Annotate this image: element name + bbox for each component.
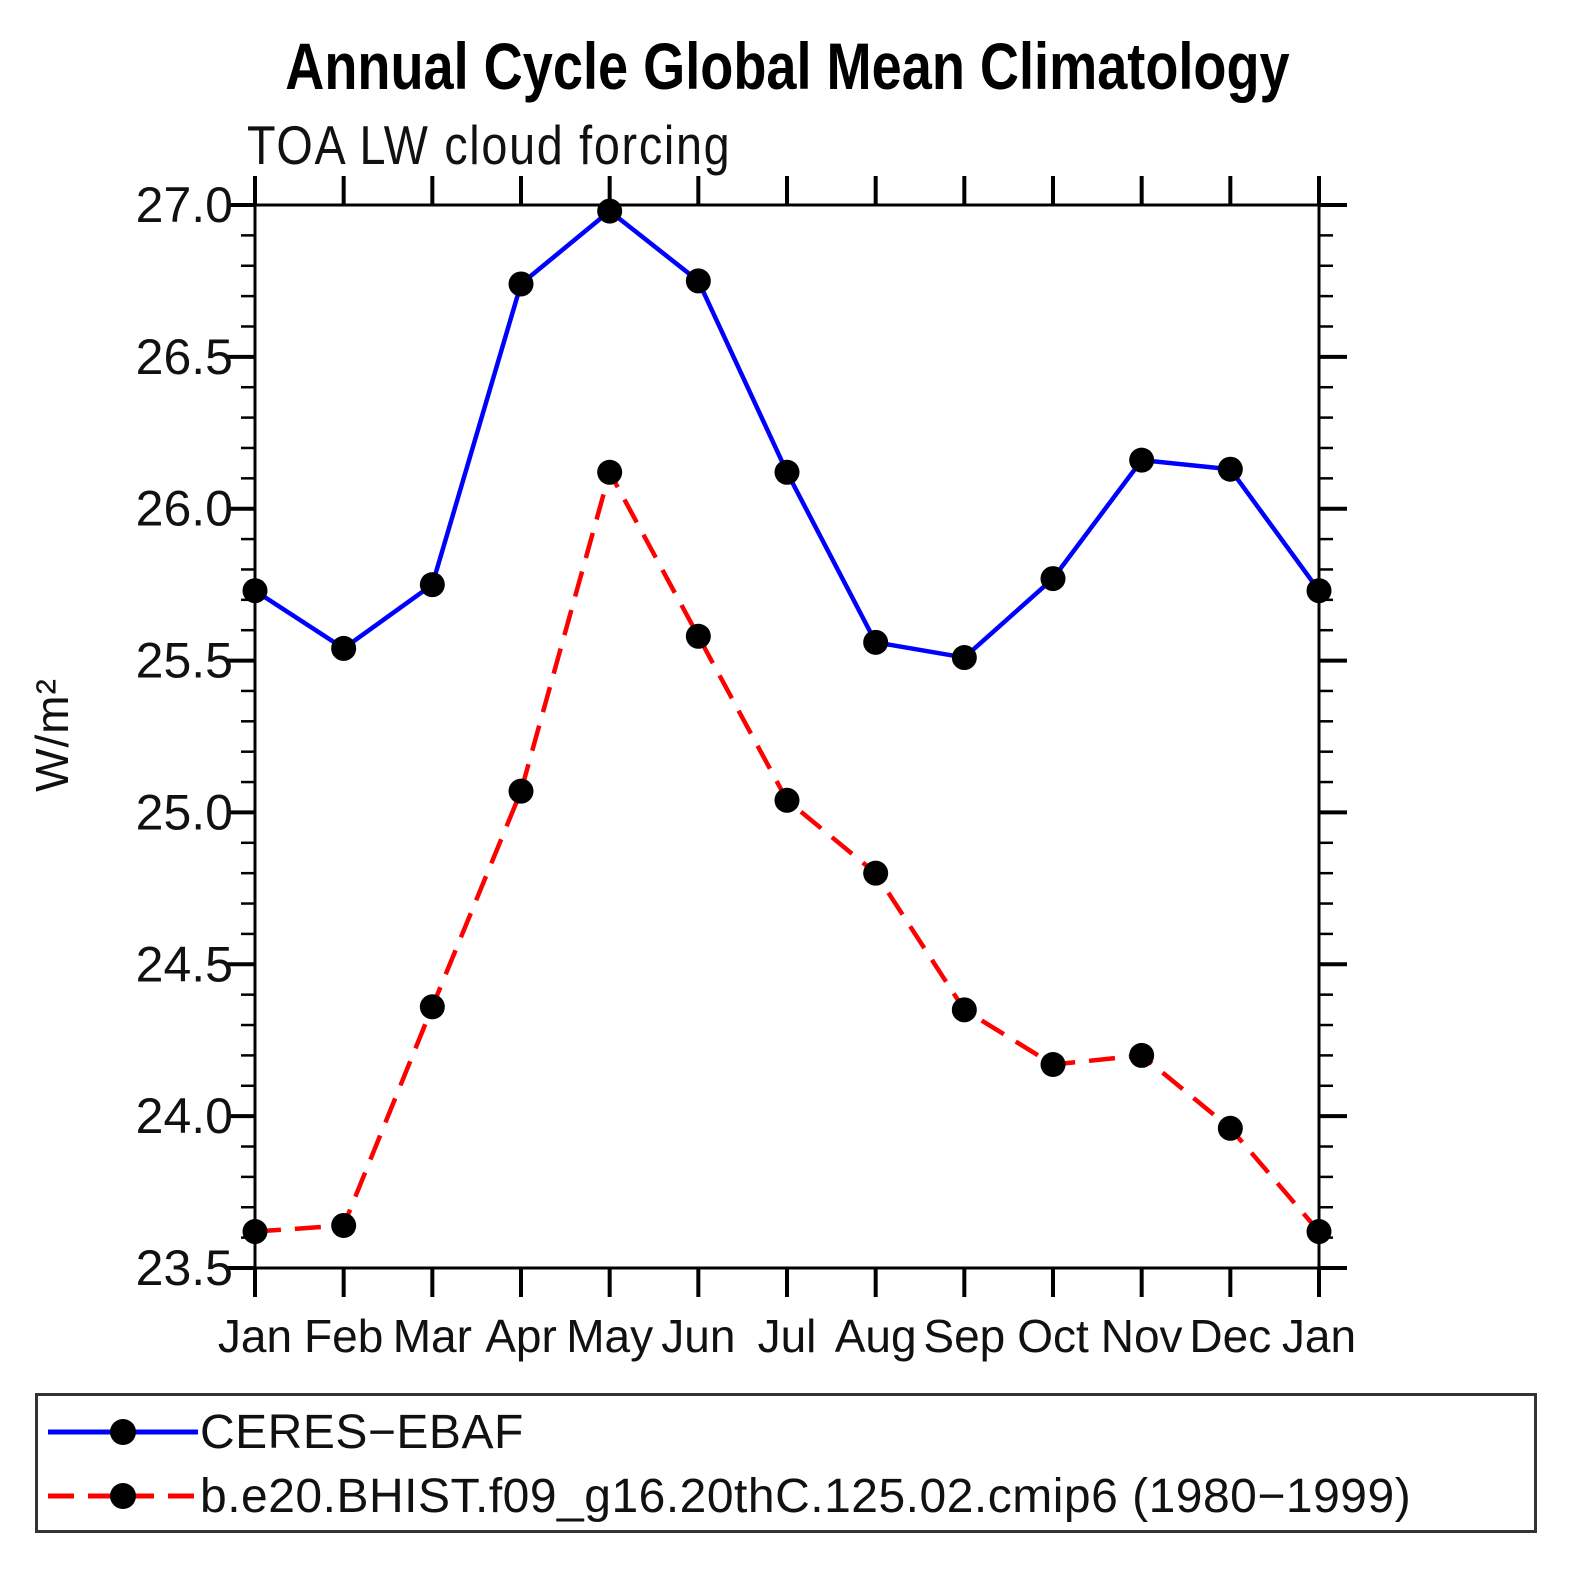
- legend-label: CERES−EBAF: [200, 1405, 524, 1459]
- data-point-marker-0: [951, 645, 977, 671]
- x-axis-tick-label: Jan: [1282, 1310, 1356, 1362]
- data-point-marker-0: [774, 459, 800, 485]
- data-point-marker-1: [685, 623, 711, 649]
- x-axis-tick-label: Jan: [218, 1310, 292, 1362]
- legend-line-sample-0: [48, 1419, 198, 1445]
- x-axis-tick-label: Sep: [923, 1310, 1005, 1362]
- data-point-marker-0: [508, 271, 534, 297]
- x-axis-tick-label: Feb: [304, 1310, 383, 1362]
- legend-item-ceres-ebaf: CERES−EBAF: [38, 1400, 1534, 1464]
- x-axis-tick-label: Mar: [393, 1310, 472, 1362]
- x-axis-tick-label: Jul: [758, 1310, 817, 1362]
- data-point-marker-0: [1129, 447, 1155, 473]
- x-axis-tick-label: Oct: [1017, 1310, 1089, 1362]
- legend: CERES−EBAF b.e20.BHIST.f09_g16.20thC.125…: [35, 1393, 1537, 1533]
- data-point-marker-1: [508, 778, 534, 804]
- legend-item-model-run: b.e20.BHIST.f09_g16.20thC.125.02.cmip6 (…: [38, 1464, 1534, 1528]
- y-axis-tick-label: 23.5: [136, 1240, 233, 1296]
- x-axis-tick-label: Jun: [661, 1310, 735, 1362]
- data-point-marker-0: [1217, 456, 1243, 482]
- data-point-marker-0: [242, 578, 268, 604]
- y-axis-tick-label: 26.0: [136, 481, 233, 537]
- axis-frame: [253, 203, 1321, 1270]
- data-point-marker-0: [331, 635, 357, 661]
- legend-series-marker: [110, 1483, 136, 1509]
- data-point-marker-1: [1129, 1042, 1155, 1068]
- x-axis-tick-label: Dec: [1189, 1310, 1271, 1362]
- x-axis-tick-label: Apr: [485, 1310, 557, 1362]
- series-line-0: [253, 208, 1321, 660]
- series-line-1: [254, 466, 1321, 1234]
- data-point-marker-0: [1040, 566, 1066, 592]
- chart-subtitle: TOA LW cloud forcing: [247, 114, 732, 176]
- data-point-marker-1: [1306, 1219, 1332, 1245]
- y-axis-tick-label: 26.5: [136, 329, 233, 385]
- data-point-marker-0: [597, 198, 623, 224]
- y-axis-tick-label: 27.0: [136, 177, 233, 233]
- y-axis-tick-label: 25.5: [136, 633, 233, 689]
- data-point-marker-0: [419, 572, 445, 598]
- data-point-marker-0: [1306, 578, 1332, 604]
- data-point-marker-0: [863, 629, 889, 655]
- data-point-marker-1: [863, 860, 889, 886]
- data-point-marker-1: [331, 1212, 357, 1238]
- chart-title: Annual Cycle Global Mean Climatology: [0, 28, 1574, 104]
- x-axis-tick-label: Aug: [835, 1310, 917, 1362]
- data-point-marker-1: [419, 994, 445, 1020]
- y-axis-tick-label: 25.0: [136, 784, 233, 840]
- data-point-marker-1: [597, 459, 623, 485]
- legend-label: b.e20.BHIST.f09_g16.20thC.125.02.cmip6 (…: [200, 1469, 1412, 1523]
- x-axis-tick-label: May: [566, 1310, 653, 1362]
- legend-series-marker: [110, 1419, 136, 1445]
- data-point-marker-1: [242, 1219, 268, 1245]
- data-point-marker-1: [1217, 1115, 1243, 1141]
- chart-title-text: Annual Cycle Global Mean Climatology: [284, 29, 1290, 103]
- x-axis-tick-label: Nov: [1101, 1310, 1183, 1362]
- legend-line-sample-1: [48, 1483, 198, 1509]
- data-point-marker-0: [685, 268, 711, 294]
- data-point-marker-1: [1040, 1052, 1066, 1078]
- data-point-marker-1: [951, 997, 977, 1023]
- y-axis-tick-label: 24.0: [136, 1088, 233, 1144]
- y-axis-tick-label: 24.5: [136, 936, 233, 992]
- data-point-marker-1: [774, 787, 800, 813]
